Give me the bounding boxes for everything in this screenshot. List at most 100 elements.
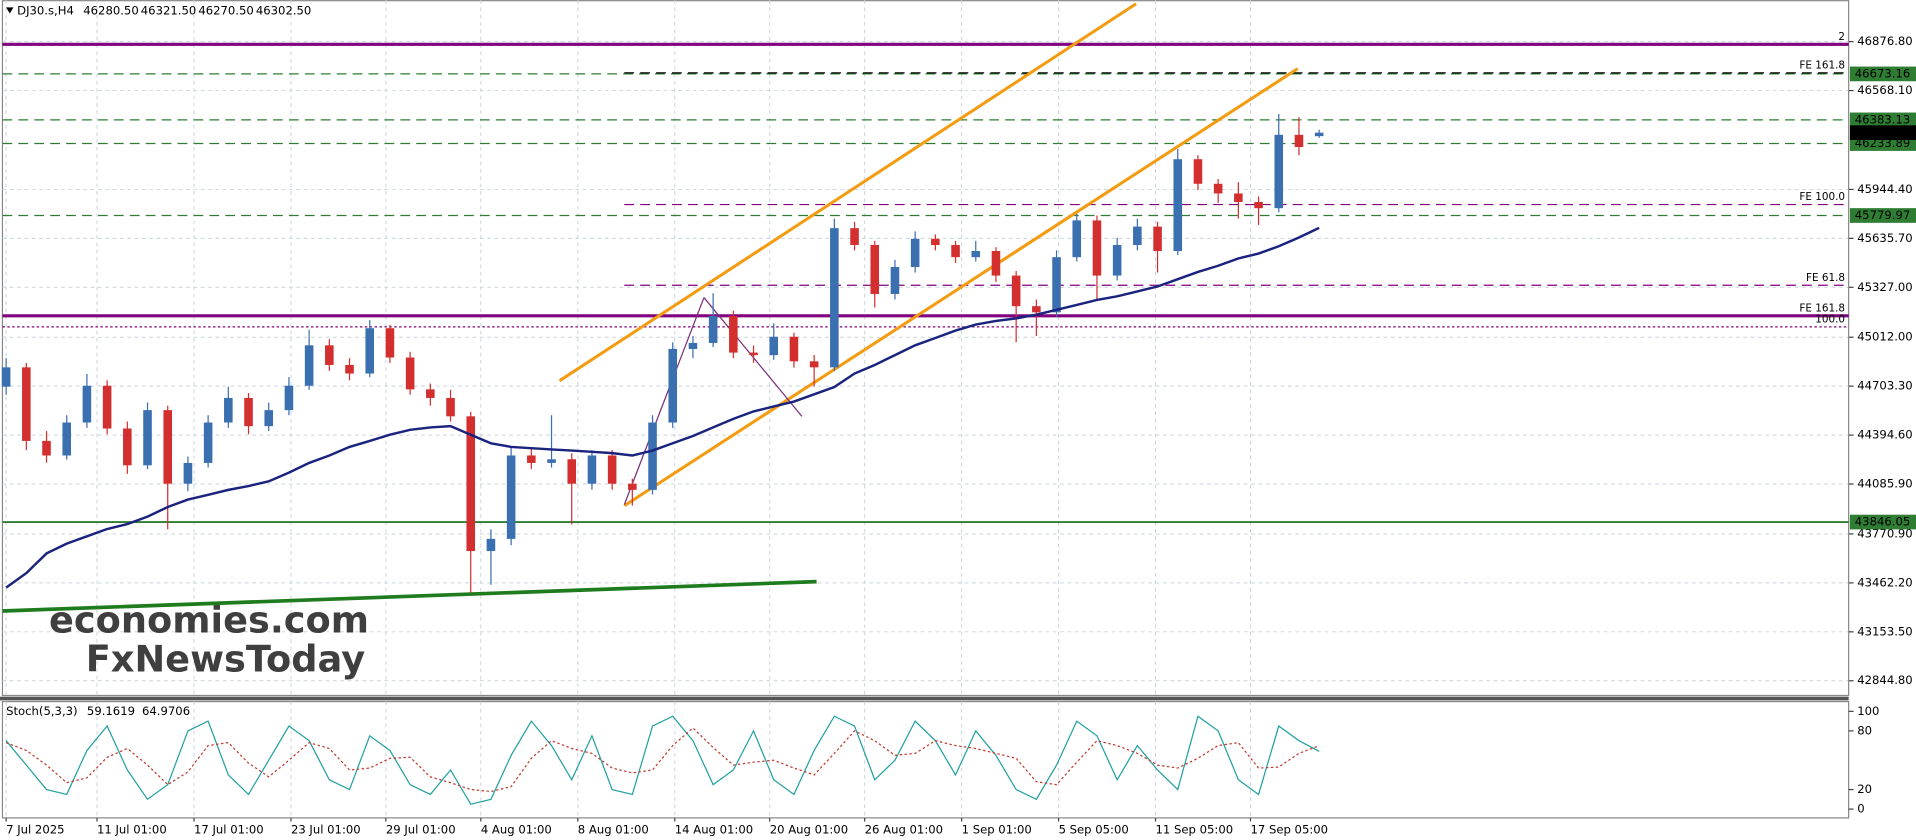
candle-body (870, 244, 880, 294)
candle-body (1072, 220, 1082, 258)
price-tag (1849, 125, 1916, 141)
overlay (5, 226, 1320, 805)
menu-arrow[interactable] (6, 7, 14, 14)
price-tag-label: 46302.50 (1855, 125, 1910, 139)
watermark-text: FxNewsToday (86, 638, 366, 681)
channel-lower (623, 67, 1299, 507)
candle-body (1133, 226, 1142, 245)
candle-body (466, 416, 476, 552)
candle-body (830, 228, 839, 368)
y-tick-label: 0 (1857, 802, 1864, 816)
y-tick-label: 43462.20 (1857, 575, 1912, 589)
candle-body (224, 397, 233, 423)
candle-body (365, 328, 375, 374)
candle-body (426, 389, 435, 398)
candle-body (991, 250, 1001, 276)
y-tick-label: 44703.30 (1857, 379, 1912, 393)
price-tag (1849, 514, 1916, 530)
x-tick-label: 5 Sep 05:00 (1059, 823, 1129, 837)
candle-body (850, 228, 859, 245)
stoch-title: Stoch(5,3,3) (6, 704, 77, 718)
x-tick-label: 4 Aug 01:00 (481, 823, 552, 837)
candle-body (304, 345, 314, 386)
low-price: 46270.50 (198, 4, 253, 18)
y-tick-label: 46876.80 (1857, 34, 1912, 48)
y-tick-label: 44085.90 (1857, 477, 1912, 491)
level-label: 2 (1838, 31, 1845, 43)
candle-body (1254, 202, 1263, 209)
candle-body (527, 455, 536, 463)
stoch-d-value: 64.9706 (142, 704, 190, 718)
candle-body (1213, 183, 1223, 194)
candle-body (1032, 306, 1041, 313)
y-tick-label: 45012.00 (1857, 330, 1912, 344)
candle-body (1092, 220, 1102, 276)
price-tags: 46673.1646383.1346233.8945779.9743846.05… (1849, 66, 1916, 530)
candle-body (486, 538, 496, 552)
candle-body (1234, 193, 1243, 203)
level-label: FE 61.8 (1806, 272, 1845, 284)
candle-body (1173, 159, 1183, 251)
candle-body (143, 410, 152, 466)
x-tick-label: 11 Jul 01:00 (97, 823, 167, 837)
candle-body (789, 336, 799, 362)
stoch-k-value: 59.1619 (87, 704, 135, 718)
panel-separator (0, 696, 1849, 701)
candle-body (82, 385, 92, 423)
price-tag (1849, 112, 1916, 128)
candle-body (62, 422, 72, 456)
candle-body (385, 328, 395, 358)
x-tick-label: 8 Aug 01:00 (578, 823, 649, 837)
y-tick-label: 43770.90 (1857, 526, 1912, 540)
y-tick-label: 20 (1857, 782, 1872, 796)
y-tick-label: 44394.60 (1857, 428, 1912, 442)
candle-body (244, 397, 253, 427)
candle-body (264, 410, 274, 427)
candle-body (183, 462, 193, 484)
x-tick-label: 11 Sep 05:00 (1156, 823, 1234, 837)
x-tick-label: 23 Jul 01:00 (291, 823, 361, 837)
candle-body (22, 367, 31, 441)
candle-body (607, 455, 617, 484)
candle-body (1294, 134, 1304, 148)
x-tick-label: 14 Aug 01:00 (675, 823, 753, 837)
level-label: 100.0 (1815, 314, 1845, 326)
price-tag-label: 46673.16 (1855, 66, 1910, 80)
candle-body (1193, 159, 1203, 184)
symbol: DJ30.s,H4 (17, 4, 74, 18)
stoch-line (5, 715, 1320, 805)
y-tick-label: 80 (1857, 723, 1872, 737)
candle-body (708, 315, 718, 343)
x-tick-label: 17 Sep 05:00 (1250, 823, 1328, 837)
candle-body (325, 345, 334, 365)
x-tick-label: 20 Aug 01:00 (770, 823, 848, 837)
candle-body (749, 352, 758, 356)
candle-body (1011, 275, 1021, 307)
candle-body (1314, 132, 1324, 137)
support-trendline (2, 579, 817, 613)
y-tick-label: 45944.40 (1857, 182, 1912, 196)
high-price: 46321.50 (141, 4, 196, 18)
candle-body (123, 428, 132, 466)
candle-body (163, 410, 173, 484)
candle-body (688, 342, 698, 349)
level-label: FE 100.0 (1799, 191, 1845, 203)
x-tick-label: 17 Jul 01:00 (194, 823, 264, 837)
y-tick-label: 43153.50 (1857, 624, 1912, 638)
candle-body (284, 385, 294, 411)
y-tick-label: 45635.70 (1857, 231, 1912, 245)
main-panel-border (1, 0, 1850, 697)
candle-body (729, 315, 738, 353)
moving-average (5, 226, 1320, 589)
level-label: FE 161.8 (1799, 302, 1845, 314)
candle-body (587, 455, 597, 484)
x-tick-label: 26 Aug 01:00 (865, 823, 943, 837)
open-price: 46280.50 (83, 4, 138, 18)
candle-body (42, 440, 51, 456)
candle-body (405, 357, 415, 390)
channel-upper (558, 2, 1137, 383)
